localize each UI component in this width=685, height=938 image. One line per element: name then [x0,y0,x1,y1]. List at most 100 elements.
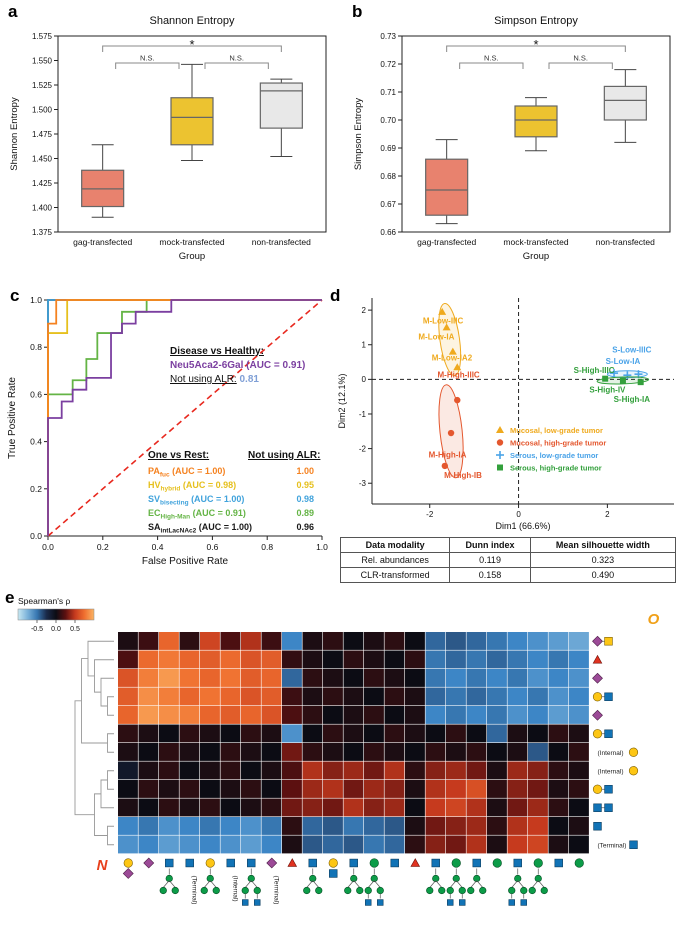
svg-text:0.68: 0.68 [380,172,396,181]
svg-text:1.400: 1.400 [32,203,53,212]
svg-text:2: 2 [605,510,610,519]
simpson-entropy-boxplot: Simpson Entropy 0.66 0.67 0.68 0.69 0.70 0.71 0… [353,15,671,262]
svg-text:0.89: 0.89 [296,508,314,518]
svg-text:0.95: 0.95 [296,480,314,490]
sample-label: S-Low-IA [606,357,641,366]
table-header-silhouette: Mean silhouette width [529,537,677,553]
svg-text:non-transfected: non-transfected [252,237,311,247]
svg-text:0.6: 0.6 [30,389,42,399]
svg-text:-2: -2 [359,444,367,453]
dendrogram-branch [87,640,114,677]
panel-e-letter: e [5,588,15,607]
a-boxplot-group: Shannon Entropy 1.375 1.400 1.425 1.450 1.475… [9,15,327,262]
svg-text:1.575: 1.575 [32,32,53,41]
svg-text:HVhybrid (AUC = 0.98): HVhybrid (AUC = 0.98) [148,480,236,493]
svg-text:0.73: 0.73 [380,32,396,41]
dendrogram-branch [107,825,114,846]
svg-text:0.6: 0.6 [206,542,218,552]
b-boxplot-group: Simpson Entropy 0.66 0.67 0.68 0.69 0.70 0.71 0… [353,15,671,262]
svg-text:0.4: 0.4 [30,437,42,447]
svg-text:True Positive Rate: True Positive Rate [7,377,18,459]
svg-text:0.72: 0.72 [380,60,396,69]
svg-text:N.S.: N.S. [229,54,244,63]
svg-text:1.425: 1.425 [32,179,53,188]
legend-item: Serous, high-grade tumor [510,464,602,473]
svg-text:0.67: 0.67 [380,200,396,209]
cell-dunn-rel: 0.119 [449,552,531,568]
svg-text:1.375: 1.375 [32,228,53,237]
sample-label: S-Low-IIIC [612,345,651,354]
pca-group: -2 0 2 -3 -2 -1 0 1 2 Dim1 (66.6%) Dim2 (12.1%) M-L… [337,298,674,531]
sample-label: M-Low-IA [418,333,454,342]
panel-d-letter: d [330,286,341,305]
svg-text:PAfuc (AUC = 1.00): PAfuc (AUC = 1.00) [148,466,225,479]
dendrogram-branch [107,733,114,753]
disease-vs-healthy-header: Disease vs Healthy: [170,346,264,357]
cell-sil-rel: 0.323 [529,552,677,568]
svg-text:0.8: 0.8 [261,542,273,552]
roc-curve-PA-fuc [47,299,322,536]
panel-b-letter: b [352,2,363,21]
svg-text:Simpson Entropy: Simpson Entropy [494,15,578,27]
sample-label: M-Low-IA2 [432,353,473,362]
o-glycan-axis-label: O [648,611,660,628]
dendrogram-branch [74,700,95,816]
row-glycan-label: (Internal) [598,768,624,775]
not-using-alr-header: Not using ALR: [248,450,320,461]
svg-text:ECHigh-Man (AUC = 0.91): ECHigh-Man (AUC = 0.91) [148,508,246,521]
svg-text:Dim1 (66.6%): Dim1 (66.6%) [495,521,550,531]
legend-item: Mucosal, low-grade tumor [510,426,603,435]
dendrogram-branch [107,770,114,790]
column-glycan-label: (Internal) [231,876,238,902]
svg-text:N.S.: N.S. [573,54,588,63]
colorbar [17,608,95,621]
table-row: Rel. abundances 0.119 0.323 [339,552,677,568]
svg-text:-2: -2 [426,510,434,519]
svg-text:1.0: 1.0 [316,542,328,552]
svg-text:Shannon Entropy: Shannon Entropy [149,15,235,27]
svg-text:gag-transfected: gag-transfected [417,237,476,247]
svg-text:1.450: 1.450 [32,154,53,163]
sample-label: M-High-IIIC [437,371,479,380]
svg-text:0.4: 0.4 [152,542,164,552]
svg-text:N.S.: N.S. [484,54,499,63]
svg-text:Group: Group [179,251,205,262]
roc-curve-chart: 0.0 0.2 0.4 0.6 0.8 1.0 0.0 0.2 0.4 0.6 0.8 1.0 Fals… [7,295,328,567]
svg-text:non-transfected: non-transfected [596,237,655,247]
sample-label: S-High-IA [614,395,651,404]
panel-c-letter: c [10,286,20,305]
dendrogram-branch [107,696,114,716]
svg-text:0.96: 0.96 [296,522,314,532]
sample-label: M-High-IB [444,471,482,480]
svg-text:Simpson Entropy: Simpson Entropy [353,98,364,171]
svg-text:Not using ALR: 0.81: Not using ALR: 0.81 [170,374,259,385]
svg-text:1.0: 1.0 [30,295,42,305]
sample-label: M-Low-IIIC [423,316,464,325]
svg-text:1.525: 1.525 [32,81,53,90]
heatmap-group: Spearman's ρ -0.5 0.0 0.5 (Terminal) (Interna… [17,596,660,906]
legend-item: Mucosal, high-grade tumor [510,439,606,448]
svg-text:*: * [533,37,538,52]
svg-text:1.550: 1.550 [32,56,53,65]
row-glycan-label: (Internal) [598,750,624,757]
svg-text:Neu5Aca2-6Gal (AUC = 0.91): Neu5Aca2-6Gal (AUC = 0.91) [170,360,305,371]
svg-text:2: 2 [362,306,367,315]
svg-text:1.500: 1.500 [32,105,53,114]
clustering-metrics-table: Data modality Dunn index Mean silhouette… [339,537,677,583]
svg-text:1: 1 [362,341,367,350]
svg-text:SAintLacNAc2 (AUC = 1.00): SAintLacNAc2 (AUC = 1.00) [148,522,252,535]
cell-modality-rel: Rel. abundances [339,552,451,568]
svg-text:Group: Group [523,251,549,262]
box-gag-transfected [425,158,469,216]
colorbar-title: Spearman's ρ [18,596,70,606]
column-glycan-label: (Terminal) [190,876,197,905]
panel-a-letter: a [8,2,18,21]
cell-modality-clr: CLR-transformed [339,567,451,583]
svg-text:SVbisecting (AUC = 1.00): SVbisecting (AUC = 1.00) [148,494,244,507]
table-header-modality: Data modality [339,537,451,553]
svg-text:0: 0 [362,375,367,384]
svg-text:0.66: 0.66 [380,228,396,237]
svg-text:Shannon Entropy: Shannon Entropy [9,97,20,171]
svg-text:-3: -3 [359,479,367,488]
chance-diagonal [47,299,323,537]
